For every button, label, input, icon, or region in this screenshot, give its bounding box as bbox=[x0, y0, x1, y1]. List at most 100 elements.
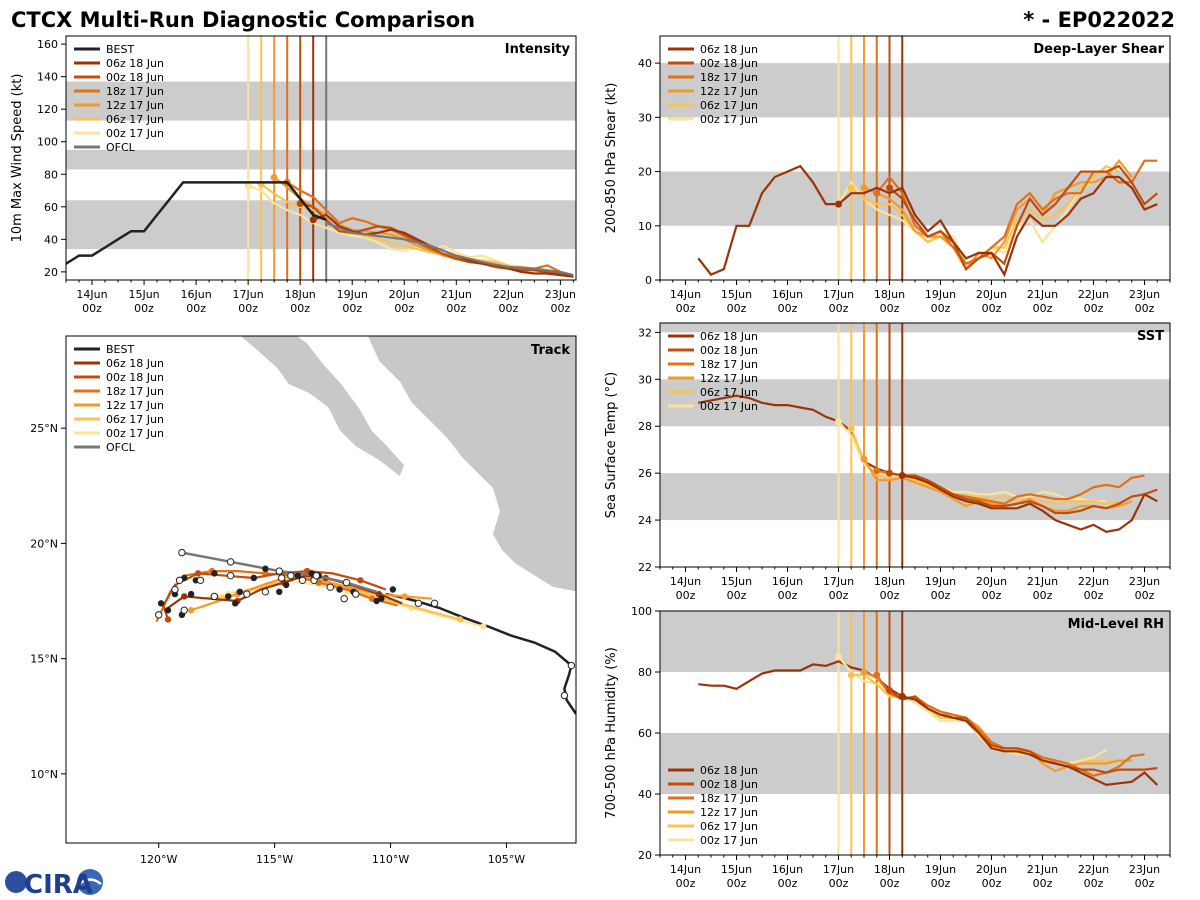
x-tick-sublabel: 00z bbox=[1084, 302, 1104, 315]
track-open-marker bbox=[414, 599, 423, 608]
series-start-point bbox=[860, 184, 868, 192]
track-filled-marker bbox=[276, 588, 283, 596]
legend-label: 06z 18 Jun bbox=[700, 330, 758, 343]
legend-label: 18z 17 Jun bbox=[106, 85, 164, 98]
legend-label: 00z 17 Jun bbox=[700, 834, 758, 847]
logo-text: CIRA bbox=[24, 870, 93, 900]
x-tick-label: 15Jun bbox=[128, 288, 159, 301]
track-filled-marker bbox=[157, 600, 165, 607]
storm-id: * - EP022022 bbox=[1023, 8, 1175, 32]
y-tick-label: 100 bbox=[37, 136, 58, 149]
run-track-point bbox=[164, 616, 172, 623]
track-open-marker bbox=[243, 590, 251, 598]
track-filled-marker bbox=[262, 565, 269, 572]
logo-globe-left bbox=[5, 871, 27, 893]
legend-label: 00z 18 Jun bbox=[700, 57, 758, 70]
plot-area-rh bbox=[698, 653, 1159, 787]
x-tick-label: 18Jun bbox=[874, 863, 905, 876]
legend-label: 12z 17 Jun bbox=[700, 85, 758, 98]
x-tick-sublabel: 00z bbox=[727, 589, 747, 602]
legend-label: 00z 17 Jun bbox=[700, 113, 758, 126]
x-tick-sublabel: 00z bbox=[82, 302, 102, 315]
track-filled-marker bbox=[225, 593, 232, 600]
legend-label: OFCL bbox=[106, 441, 136, 454]
run-track-point bbox=[181, 593, 188, 600]
series-start-point bbox=[886, 686, 893, 694]
x-tick-label: 14Jun bbox=[670, 288, 701, 301]
run-track-point bbox=[187, 607, 195, 614]
x-tick-label: 18Jun bbox=[874, 288, 905, 301]
x-tick-label: 18Jun bbox=[285, 288, 316, 301]
series-line-rh bbox=[902, 695, 1159, 787]
x-tick-label: 21Jun bbox=[1027, 288, 1058, 301]
track-open-marker bbox=[340, 595, 348, 603]
intensity-panel: 14Jun00z15Jun00z16Jun00z17Jun00z18Jun00z… bbox=[10, 35, 577, 315]
run-track-point bbox=[480, 623, 487, 630]
ofcl-line bbox=[325, 222, 574, 277]
series-start-point bbox=[847, 425, 855, 433]
legend-label: 06z 17 Jun bbox=[700, 820, 758, 833]
axes-frame bbox=[65, 335, 577, 844]
track-open-marker bbox=[210, 592, 219, 601]
series-line-shear bbox=[837, 175, 1158, 278]
track-open-marker bbox=[352, 590, 360, 598]
x-tick-label: 19Jun bbox=[925, 863, 956, 876]
legend-label: 12z 17 Jun bbox=[700, 372, 758, 385]
x-tick-sublabel: 00z bbox=[1135, 589, 1155, 602]
panel-title: SST bbox=[1137, 329, 1164, 344]
land-mass bbox=[366, 336, 576, 593]
x-tick-sublabel: 00z bbox=[1033, 302, 1053, 315]
x-tick-sublabel: 00z bbox=[446, 302, 466, 315]
legend-label: 00z 17 Jun bbox=[106, 127, 164, 140]
track-filled-marker bbox=[283, 581, 290, 589]
run-track-point bbox=[401, 593, 408, 600]
track-open-marker bbox=[298, 576, 307, 584]
x-tick-label: 22Jun bbox=[1078, 863, 1109, 876]
best-track-marker bbox=[567, 661, 576, 670]
x-tick-label: 15Jun bbox=[721, 575, 752, 588]
lon-tick-label: 105°W bbox=[488, 853, 525, 866]
track-filled-marker bbox=[294, 572, 302, 579]
plot-area-shear bbox=[697, 158, 1159, 278]
y-tick-label: 10 bbox=[638, 220, 652, 233]
x-tick-label: 17Jun bbox=[823, 288, 854, 301]
x-tick-sublabel: 00z bbox=[931, 302, 951, 315]
series-start-point bbox=[860, 668, 868, 676]
x-tick-label: 21Jun bbox=[1027, 863, 1058, 876]
y-tick-label: 22 bbox=[638, 561, 652, 574]
x-tick-sublabel: 00z bbox=[394, 302, 414, 315]
track-filled-marker bbox=[232, 600, 239, 607]
x-tick-label: 16Jun bbox=[772, 863, 803, 876]
x-tick-label: 17Jun bbox=[233, 288, 264, 301]
series-start-point bbox=[898, 692, 906, 700]
band-intensity bbox=[66, 200, 576, 250]
legend-label: 18z 17 Jun bbox=[700, 792, 758, 805]
y-tick-label: 24 bbox=[638, 514, 652, 527]
x-tick-label: 16Jun bbox=[772, 288, 803, 301]
x-tick-label: 19Jun bbox=[337, 288, 368, 301]
x-tick-sublabel: 00z bbox=[1033, 589, 1053, 602]
x-tick-label: 14Jun bbox=[76, 288, 107, 301]
legend-label: 06z 17 Jun bbox=[700, 99, 758, 112]
x-tick-label: 16Jun bbox=[181, 288, 212, 301]
panel-title: Track bbox=[531, 343, 570, 358]
legend-label: 12z 17 Jun bbox=[106, 99, 164, 112]
y-tick-label: 60 bbox=[44, 201, 58, 214]
y-tick-label: 30 bbox=[638, 373, 652, 386]
y-tick-label: 80 bbox=[44, 168, 58, 181]
y-tick-label: 40 bbox=[638, 57, 652, 70]
legend-label: 00z 17 Jun bbox=[700, 400, 758, 413]
y-tick-label: 40 bbox=[638, 788, 652, 801]
x-tick-sublabel: 00z bbox=[186, 302, 206, 315]
x-tick-label: 22Jun bbox=[493, 288, 524, 301]
y-axis-label: 200-850 hPa Shear (kt) bbox=[604, 83, 619, 234]
x-tick-sublabel: 00z bbox=[342, 302, 362, 315]
x-tick-label: 22Jun bbox=[1078, 288, 1109, 301]
track-filled-marker bbox=[164, 607, 172, 614]
series-line-sst bbox=[850, 428, 1120, 505]
series-line-shear bbox=[875, 159, 1158, 266]
y-tick-label: 28 bbox=[638, 420, 652, 433]
series-line-sst bbox=[902, 474, 1158, 533]
track-open-marker bbox=[196, 576, 205, 584]
band-intensity bbox=[66, 149, 576, 170]
